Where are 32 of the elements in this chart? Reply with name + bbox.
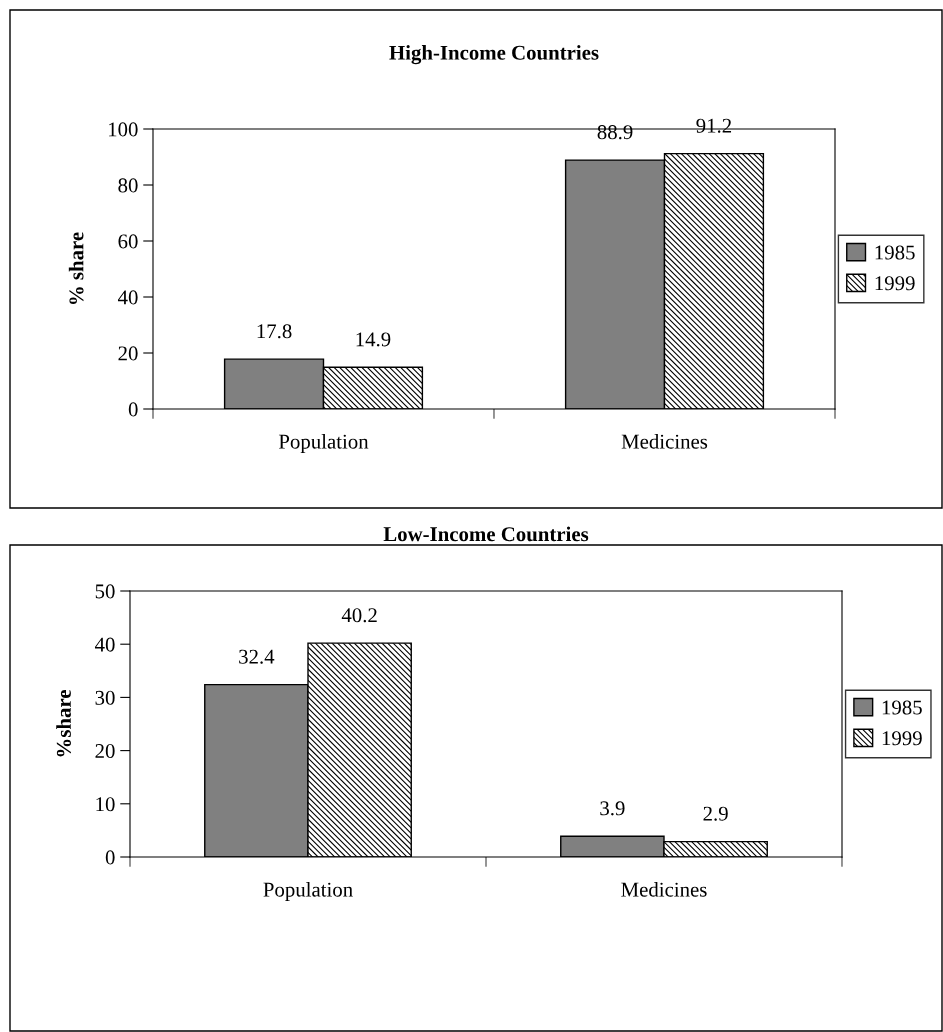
chart-title: High-Income Countries: [389, 45, 599, 65]
y-axis-title: %share: [56, 690, 71, 757]
data-label: 91.2: [696, 118, 732, 133]
x-tick-label: Medicines: [621, 434, 708, 449]
y-tick-label: 40: [94, 637, 115, 652]
y-tick-label: 80: [118, 178, 138, 193]
x-tick-label: Medicines: [621, 882, 707, 897]
chart-title: Low-Income Countries: [383, 526, 589, 542]
y-tick-label: 50: [95, 584, 115, 599]
y-tick-label: 10: [96, 797, 115, 812]
y-tick-label: 0: [128, 402, 138, 417]
legend-label: 1985: [882, 700, 922, 715]
legend-label: 1999: [882, 731, 922, 746]
data-label: 14.9: [356, 332, 391, 347]
data-label: 3.9: [600, 801, 625, 816]
y-tick-label: 60: [118, 234, 138, 249]
legend-label: 1999: [875, 276, 915, 291]
y-tick-label: 0: [105, 850, 115, 865]
data-label: 88.9: [597, 125, 633, 140]
data-label: 17.8: [257, 324, 292, 339]
legend-label: 1985: [875, 245, 915, 260]
y-tick-label: 100: [109, 122, 138, 137]
y-tick-label: 20: [118, 346, 138, 361]
data-label: 40.2: [341, 608, 377, 623]
data-label: 32.4: [239, 649, 275, 664]
y-axis-title: % share: [68, 232, 84, 305]
x-tick-label: Population: [263, 882, 353, 901]
y-tick-label: 20: [95, 743, 115, 759]
y-tick-label: 30: [95, 690, 115, 705]
data-label: 2.9: [703, 806, 728, 821]
y-tick-label: 40: [117, 290, 138, 305]
x-tick-label: Population: [278, 434, 369, 453]
